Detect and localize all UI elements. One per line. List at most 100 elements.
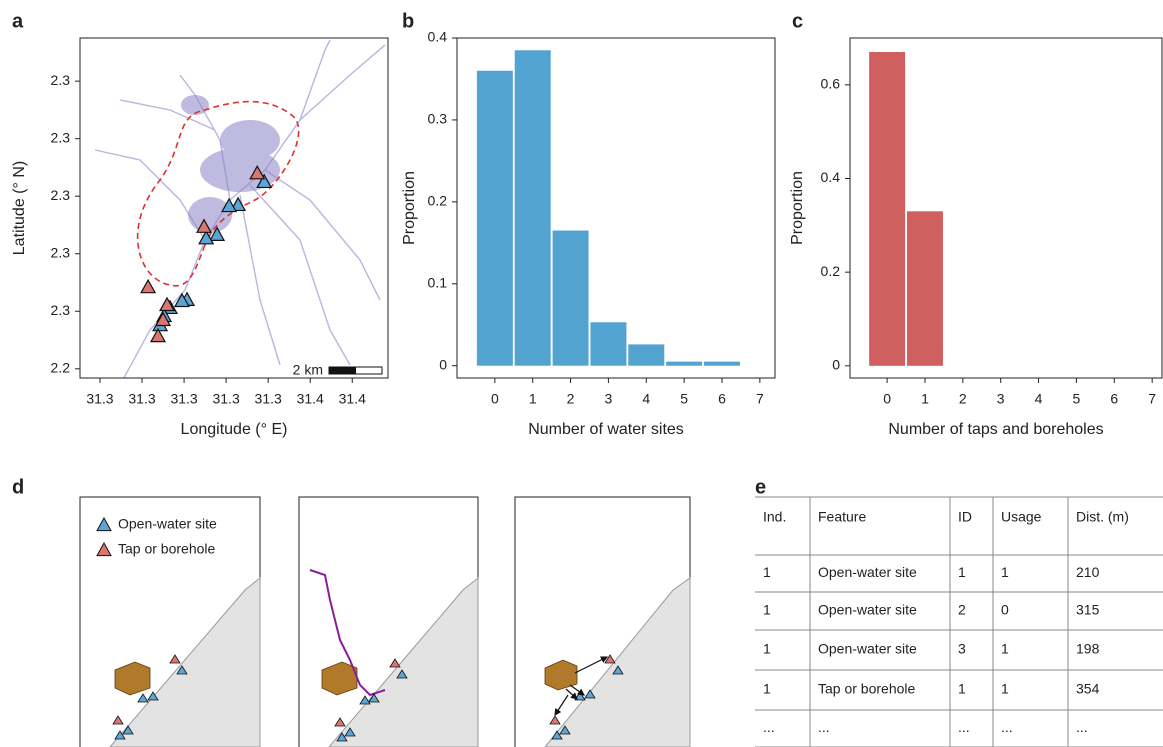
y-tick-label: 0.2	[821, 263, 841, 279]
x-tick-label: 31.3	[255, 391, 282, 407]
table-header: Feature	[818, 509, 866, 525]
x-tick-label: 1	[921, 391, 929, 407]
y-axis-title: Proportion	[401, 171, 418, 245]
panel-label: a	[12, 10, 24, 32]
x-tick-label: 31.3	[128, 391, 155, 407]
y-tick-label: 0.4	[428, 29, 448, 45]
panel-label: b	[402, 10, 414, 32]
y-axis-title: Proportion	[789, 171, 806, 245]
table-cell: 1	[763, 564, 771, 580]
table-cell: 1	[958, 681, 966, 697]
table-cell: Open-water site	[818, 602, 917, 618]
x-tick-label: 0	[491, 391, 499, 407]
x-tick-label: 7	[756, 391, 764, 407]
table-cell: 1	[958, 564, 966, 580]
figure: 2 km a b c d e Open-water sit	[0, 0, 1163, 747]
legend-label: Open-water site	[118, 516, 217, 532]
y-tick-label: 0.2	[428, 193, 448, 209]
panel-label: e	[755, 476, 766, 498]
table-header: ID	[958, 509, 972, 525]
x-tick-label: 0	[883, 391, 891, 407]
site-marker	[141, 280, 155, 293]
x-tick-label: 3	[997, 391, 1005, 407]
table-cell: 1	[763, 641, 771, 657]
table-cell: ...	[763, 719, 775, 735]
table-cell: Open-water site	[818, 564, 917, 580]
table-cell: Tap or borehole	[818, 681, 916, 697]
table-header: Usage	[1001, 509, 1042, 525]
x-axis-title: Number of water sites	[528, 421, 684, 438]
bar	[477, 71, 513, 366]
table-cell: ...	[1076, 719, 1088, 735]
y-tick-label: 0	[439, 356, 447, 372]
table-cell: 3	[958, 641, 966, 657]
x-tick-label: 31.4	[297, 391, 324, 407]
x-tick-label: 31.3	[170, 391, 197, 407]
panel-label: d	[12, 476, 24, 498]
y-tick-label: 2.3	[51, 187, 71, 203]
table-cell: Open-water site	[818, 641, 917, 657]
y-tick-label: 0.1	[428, 274, 448, 290]
y-tick-label: 0.4	[821, 169, 841, 185]
table-cell: 1	[763, 602, 771, 618]
y-tick-label: 2.3	[51, 72, 71, 88]
x-tick-label: 6	[718, 391, 726, 407]
table-cell: 210	[1076, 564, 1100, 580]
bar	[515, 50, 551, 365]
bar	[628, 344, 664, 365]
bar	[869, 52, 905, 366]
table-header: Dist. (m)	[1076, 509, 1129, 525]
table-cell: 1	[763, 681, 771, 697]
y-tick-label: 0.3	[428, 111, 448, 127]
x-tick-label: 2	[959, 391, 967, 407]
table-cell: 1	[1001, 564, 1009, 580]
table-header: Ind.	[763, 509, 786, 525]
y-tick-label: 2.3	[51, 302, 71, 318]
legend: Open-water site Tap or borehole	[97, 516, 217, 557]
x-tick-label: 31.4	[339, 391, 366, 407]
x-tick-label: 1	[529, 391, 537, 407]
x-tick-label: 5	[680, 391, 688, 407]
bar	[907, 211, 943, 366]
y-tick-label: 2.3	[51, 129, 71, 145]
x-tick-label: 7	[1148, 391, 1156, 407]
x-tick-label: 31.3	[212, 391, 239, 407]
schematic	[80, 497, 690, 747]
bar	[590, 322, 626, 365]
y-tick-label: 0	[832, 357, 840, 373]
y-tick-label: 2.3	[51, 244, 71, 260]
table-cell: 1	[1001, 681, 1009, 697]
x-tick-label: 5	[1073, 391, 1081, 407]
table-cell: 354	[1076, 681, 1100, 697]
scale-bar-label: 2 km	[293, 362, 323, 378]
table-cell: ...	[958, 719, 970, 735]
x-tick-label: 4	[642, 391, 650, 407]
x-axis-title: Number of taps and boreholes	[888, 421, 1103, 438]
map-background	[95, 40, 385, 385]
table-cell: 198	[1076, 641, 1100, 657]
table-cell: 0	[1001, 602, 1009, 618]
table-cell: ...	[818, 719, 830, 735]
x-tick-label: 6	[1110, 391, 1118, 407]
table-cell: 2	[958, 602, 966, 618]
bar	[666, 362, 702, 366]
panel-label: c	[792, 10, 803, 32]
y-axis-title: Latitude (° N)	[11, 161, 28, 255]
x-tick-label: 2	[567, 391, 575, 407]
table-cell: 315	[1076, 602, 1100, 618]
bar	[553, 231, 589, 366]
legend-marker	[97, 543, 111, 556]
y-tick-label: 2.2	[51, 359, 71, 375]
scale-bar-fill	[329, 367, 356, 374]
table-cell: ...	[1001, 719, 1013, 735]
x-tick-label: 4	[1035, 391, 1043, 407]
table-cell: 1	[1001, 641, 1009, 657]
table: Ind. Feature ID Usage Dist. (m) 1 Open-water s…	[755, 497, 1163, 747]
x-axis-title: Longitude (° E)	[181, 421, 288, 438]
x-tick-label: 3	[605, 391, 613, 407]
x-tick-label: 31.3	[86, 391, 113, 407]
y-tick-label: 0.6	[821, 76, 841, 92]
legend-marker	[97, 518, 111, 531]
bar	[704, 362, 740, 366]
legend-label: Tap or borehole	[118, 541, 216, 557]
